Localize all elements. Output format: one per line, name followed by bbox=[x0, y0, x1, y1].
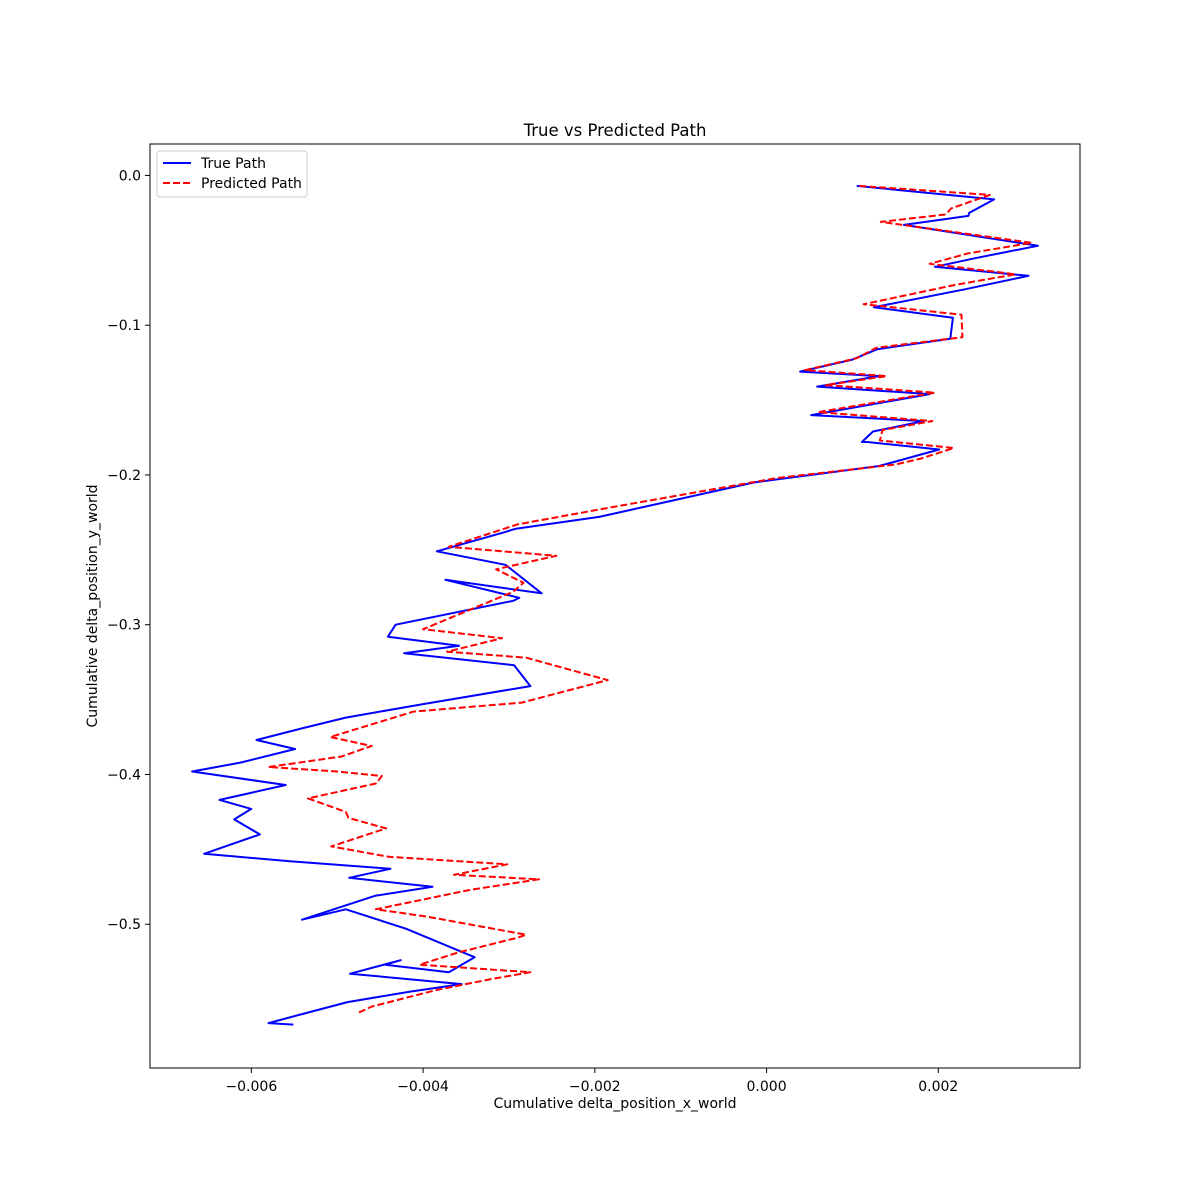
chart-title: True vs Predicted Path bbox=[523, 121, 707, 140]
plot-frame bbox=[149, 143, 1081, 1069]
legend-box bbox=[156, 150, 308, 198]
series-line-predicted-path bbox=[267, 184, 1033, 1014]
ticks-layer: −0.006 −0.004 −0.002 0.000 0.002 0.0 −0.1 −0.2 −… bbox=[107, 168, 958, 1095]
y-tick-label: −0.2 bbox=[107, 468, 141, 484]
series-line-true-path bbox=[191, 184, 1039, 1026]
x-tick-label: 0.000 bbox=[747, 1079, 787, 1095]
legend: True Path Predicted Path bbox=[156, 150, 308, 198]
y-tick-label: −0.3 bbox=[107, 618, 141, 634]
legend-label-true-path: True Path bbox=[200, 156, 266, 172]
y-tick-label: 0.0 bbox=[119, 168, 141, 184]
y-tick-label: −0.5 bbox=[107, 917, 141, 933]
x-tick-label: −0.004 bbox=[397, 1079, 449, 1095]
series-layer bbox=[191, 184, 1039, 1026]
x-tick-label: −0.002 bbox=[569, 1079, 621, 1095]
legend-label-predicted-path: Predicted Path bbox=[201, 176, 302, 192]
y-tick-label: −0.1 bbox=[107, 318, 141, 334]
x-tick-label: 0.002 bbox=[918, 1079, 958, 1095]
x-axis-label: Cumulative delta_position_x_world bbox=[493, 1096, 736, 1112]
y-tick-label: −0.4 bbox=[107, 767, 141, 783]
x-tick-label: −0.006 bbox=[225, 1079, 277, 1095]
y-axis-label: Cumulative delta_position_y_world bbox=[85, 484, 101, 727]
